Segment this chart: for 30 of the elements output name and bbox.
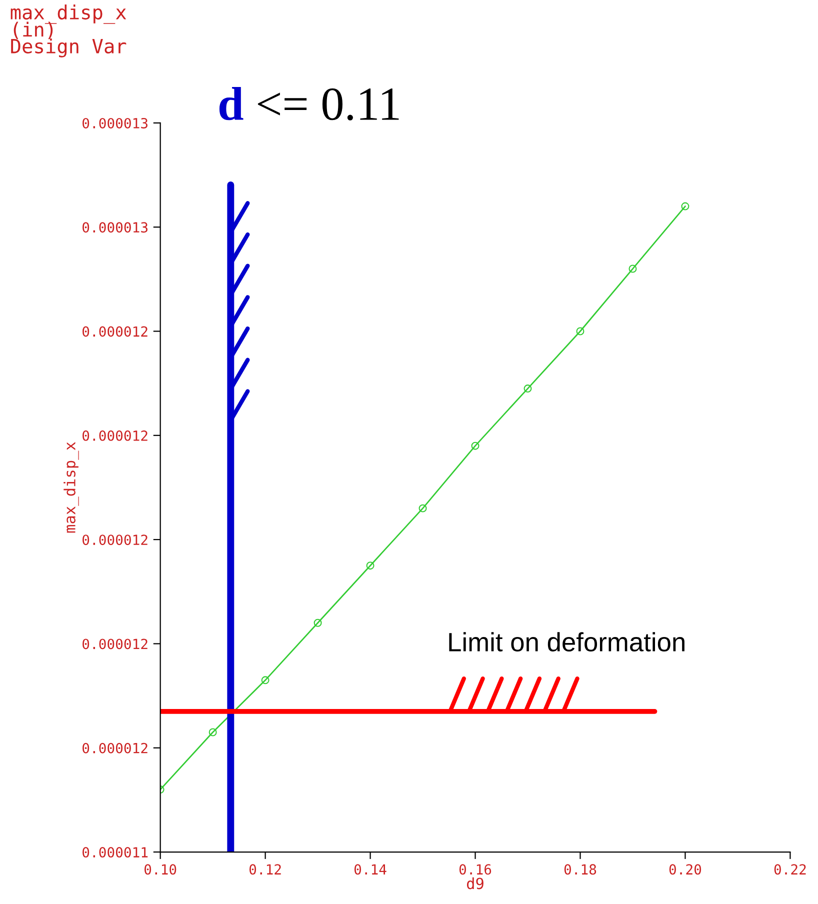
x-tick-label: 0.16	[459, 864, 492, 875]
ref-line-label: Limit on deformation	[449, 632, 684, 652]
y-tick-label: 0.000012	[82, 534, 148, 546]
x-axis-title: d9	[466, 877, 484, 890]
ref-line-label: d <= 0.11	[219, 86, 399, 120]
point	[208, 728, 217, 736]
point	[576, 327, 584, 336]
point	[524, 384, 532, 393]
y-tick-label: 0.000012	[82, 326, 148, 337]
chart-title: max_disp_x (in) Design Var	[10, 4, 126, 58]
point	[471, 442, 480, 450]
point	[314, 618, 322, 627]
point	[681, 202, 690, 210]
y-tick-label: 0.000013	[82, 118, 148, 128]
y-tick-label: 0.000012	[82, 430, 148, 441]
point	[261, 676, 270, 684]
x-tick-label: 0.12	[249, 864, 281, 875]
point	[366, 562, 374, 570]
x-tick-label: 0.18	[564, 864, 596, 875]
x-tick-label: 0.22	[774, 864, 806, 875]
point	[418, 504, 427, 512]
x-tick-label: 0.10	[144, 864, 176, 875]
y-tick-label: 0.000012	[82, 638, 148, 650]
y-tick-label: 0.000013	[82, 222, 148, 233]
point	[628, 264, 637, 273]
y-tick-label: 0.000012	[82, 742, 148, 754]
x-tick-label: 0.20	[669, 864, 702, 875]
y-tick-label: 0.000011	[82, 847, 148, 858]
y-axis-title: max_disp_x	[64, 442, 79, 533]
x-tick-label: 0.14	[354, 864, 386, 875]
